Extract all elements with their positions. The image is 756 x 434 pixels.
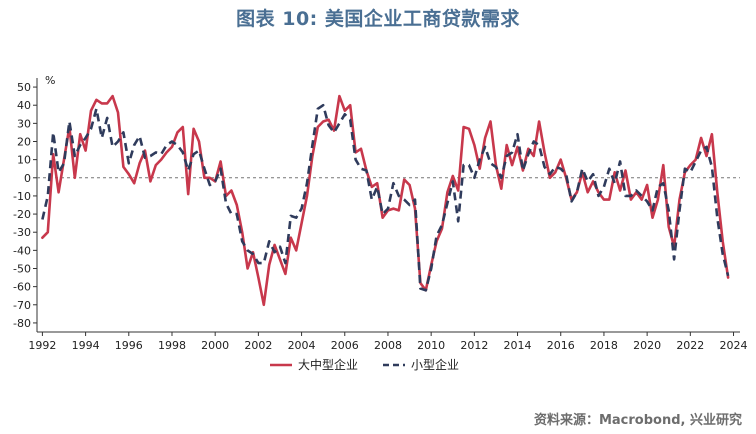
x-tick-label: 1992 xyxy=(28,339,56,352)
x-tick-label: 2012 xyxy=(460,339,488,352)
x-tick-label: 2014 xyxy=(504,339,532,352)
x-tick-label: 2024 xyxy=(720,339,748,352)
y-tick-label: 0 xyxy=(24,172,31,185)
y-tick-label: 30 xyxy=(17,117,31,130)
x-tick-label: 2008 xyxy=(374,339,402,352)
legend-label: 大中型企业 xyxy=(298,357,358,372)
x-tick-label: 2000 xyxy=(201,339,229,352)
y-tick-label: -10 xyxy=(13,190,31,203)
x-tick-label: 2002 xyxy=(244,339,272,352)
y-tick-label: -60 xyxy=(13,281,31,294)
y-tick-label: 40 xyxy=(17,99,31,112)
y-tick-label: -40 xyxy=(13,244,31,257)
source-note: 资料来源：Macrobond, 兴业研究 xyxy=(533,413,742,428)
series-line-large-medium xyxy=(41,94,730,307)
chart-title: 图表 10: 美国企业工商贷款需求 xyxy=(236,8,520,30)
y-tick-label: -20 xyxy=(13,208,31,221)
x-tick-label: 2022 xyxy=(676,339,704,352)
y-tick-label: -30 xyxy=(13,226,31,239)
y-tick-label: 10 xyxy=(17,154,31,167)
x-tick-label: 1998 xyxy=(158,339,186,352)
x-tick-label: 2010 xyxy=(417,339,445,352)
x-tick-label: 1994 xyxy=(72,339,100,352)
y-tick-label: -80 xyxy=(13,317,31,330)
x-tick-label: 2018 xyxy=(590,339,618,352)
y-axis-unit-label: % xyxy=(45,74,55,87)
series-line-small xyxy=(41,103,730,292)
x-tick-label: 2004 xyxy=(288,339,316,352)
legend-label: 小型企业 xyxy=(411,357,459,372)
x-tick-label: 2016 xyxy=(547,339,575,352)
y-tick-label: 50 xyxy=(17,81,31,94)
y-tick-label: -70 xyxy=(13,299,31,312)
x-tick-label: 1996 xyxy=(115,339,143,352)
y-tick-label: 20 xyxy=(17,136,31,149)
x-tick-label: 2006 xyxy=(331,339,359,352)
y-tick-label: -50 xyxy=(13,263,31,276)
x-tick-label: 2020 xyxy=(633,339,661,352)
